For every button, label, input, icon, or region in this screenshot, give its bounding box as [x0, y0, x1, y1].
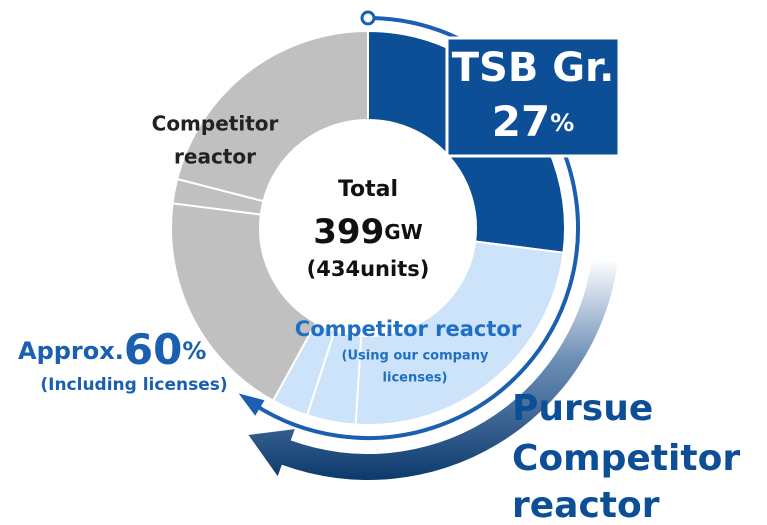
total: 399GW [313, 212, 422, 252]
tsb-box [445, 36, 621, 158]
tsb-share: 27% [492, 97, 575, 146]
gray-label: reactor [174, 145, 256, 169]
gray-label: Competitor [152, 112, 279, 136]
license-note: (Using our company [342, 349, 489, 364]
approx-unit: % [182, 337, 206, 365]
tsb-label: TSB Gr. [452, 45, 615, 91]
tsb-value: 27 [492, 97, 550, 146]
pursue-text: Competitor [512, 438, 740, 479]
pursue-text: Pursue [512, 388, 653, 429]
total-label: Total [338, 177, 398, 202]
arc-start-dot [360, 10, 376, 26]
license-label: Competitor reactor [295, 317, 522, 341]
tsb-unit: % [550, 109, 574, 137]
approx: Approx.60% [18, 325, 206, 374]
arc-arrowhead [238, 393, 265, 416]
total-value: 399 [313, 212, 384, 252]
total-units: (434units) [307, 257, 430, 281]
approx-note: (Including licenses) [40, 375, 227, 395]
pursue-arrow [248, 259, 618, 480]
license-note: licenses) [383, 371, 448, 386]
donut-hole [260, 120, 476, 336]
total-unit: GW [384, 220, 422, 244]
approx-value: 60 [124, 325, 182, 374]
pursue-text: reactor [512, 485, 660, 525]
approx-label: Approx. [18, 337, 124, 365]
